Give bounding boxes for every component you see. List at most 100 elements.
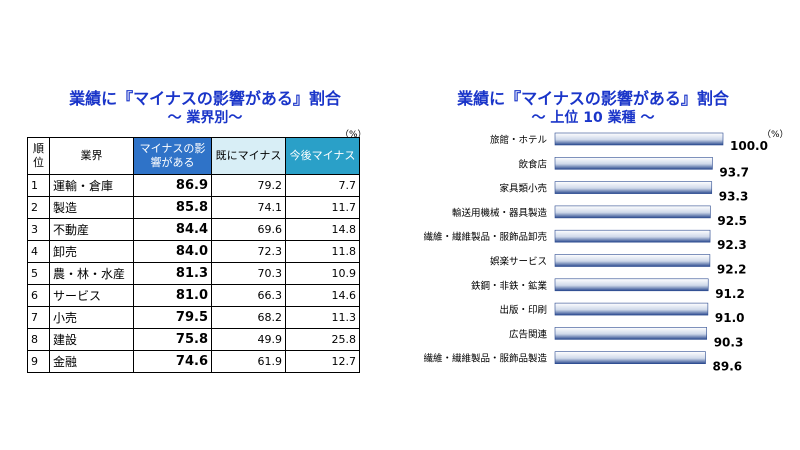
value-label: 89.6 bbox=[713, 360, 743, 374]
bar bbox=[554, 327, 708, 340]
chart-title: 業績に『マイナスの影響がある』割合 ～ 上位 10 業種 ～ bbox=[428, 89, 758, 127]
header-already: 既にマイナス bbox=[211, 137, 286, 175]
table-header-row: 順位 業界 マイナスの影響がある 既にマイナス 今後マイナス bbox=[27, 137, 360, 175]
header-industry: 業界 bbox=[49, 137, 134, 175]
impact-cell: 85.8 bbox=[133, 196, 212, 219]
future-cell: 10.9 bbox=[285, 262, 360, 285]
rank-cell: 5 bbox=[27, 262, 50, 285]
impact-cell: 84.4 bbox=[133, 218, 212, 241]
category-label: 家具類小売 bbox=[499, 183, 547, 195]
rank-cell: 7 bbox=[27, 306, 50, 329]
rank-cell: 2 bbox=[27, 196, 50, 219]
bars-group: 旅館・ホテル 100.0 飲食店 93.7 家具類小売 93.3 輸送用機械・器具製造 92.… bbox=[423, 132, 768, 374]
bar bbox=[554, 181, 713, 194]
value-label: 91.0 bbox=[715, 311, 745, 325]
already-cell: 49.9 bbox=[211, 328, 286, 351]
industry-cell: 製造 bbox=[49, 196, 134, 219]
future-cell: 7.7 bbox=[285, 174, 360, 197]
future-cell: 11.3 bbox=[285, 306, 360, 329]
table-row: 7 小売 79.5 68.2 11.3 bbox=[27, 306, 360, 329]
rank-cell: 9 bbox=[27, 350, 50, 373]
impact-cell: 86.9 bbox=[133, 174, 212, 197]
bar bbox=[554, 302, 709, 316]
chart-unit-label: （%） bbox=[762, 130, 789, 140]
table-row: 2 製造 85.8 74.1 11.7 bbox=[27, 196, 360, 219]
future-cell: 11.8 bbox=[285, 240, 360, 263]
rank-cell: 1 bbox=[27, 174, 50, 197]
impact-cell: 75.8 bbox=[133, 328, 212, 351]
value-label: 93.3 bbox=[719, 190, 749, 204]
value-label: 100.0 bbox=[730, 139, 768, 153]
table-title-line2: ～ 業界別～ bbox=[167, 110, 243, 126]
value-label: 93.7 bbox=[719, 165, 749, 179]
table-unit-label: （%） bbox=[340, 130, 367, 140]
table-body: 1 運輸・倉庫 86.9 79.2 7.7 2 製造 85.8 74.1 11.7 3 不動産 84.4… bbox=[27, 174, 360, 373]
table-row: 4 卸売 84.0 72.3 11.8 bbox=[27, 240, 360, 263]
already-cell: 69.6 bbox=[211, 218, 286, 241]
industry-cell: 小売 bbox=[49, 306, 134, 329]
already-cell: 70.3 bbox=[211, 262, 286, 285]
already-cell: 68.2 bbox=[211, 306, 286, 329]
already-cell: 74.1 bbox=[211, 196, 286, 219]
already-cell: 66.3 bbox=[211, 284, 286, 307]
table-row: 6 サービス 81.0 66.3 14.6 bbox=[27, 284, 360, 307]
future-cell: 14.8 bbox=[285, 218, 360, 241]
impact-cell: 79.5 bbox=[133, 306, 212, 329]
future-cell: 12.7 bbox=[285, 350, 360, 373]
top-industries-bar-chart: 旅館・ホテル 100.0 飲食店 93.7 家具類小売 93.3 輸送用機械・器具製造 92.… bbox=[423, 132, 768, 374]
table-row: 9 金融 74.6 61.9 12.7 bbox=[27, 350, 360, 373]
industry-cell: サービス bbox=[49, 284, 134, 307]
value-label: 90.3 bbox=[714, 335, 744, 349]
impact-cell: 84.0 bbox=[133, 240, 212, 263]
category-label: 娯楽サービス bbox=[490, 256, 547, 268]
impact-cell: 81.3 bbox=[133, 262, 212, 285]
future-cell: 25.8 bbox=[285, 328, 360, 351]
category-label: 繊維・繊維製品・服飾品卸売 bbox=[423, 231, 547, 243]
table-row: 1 運輸・倉庫 86.9 79.2 7.7 bbox=[27, 174, 360, 197]
table-row: 8 建設 75.8 49.9 25.8 bbox=[27, 328, 360, 351]
value-label: 92.2 bbox=[717, 263, 747, 277]
chart-title-line1: 業績に『マイナスの影響がある』割合 bbox=[457, 89, 729, 108]
header-future: 今後マイナス bbox=[285, 137, 360, 175]
industry-cell: 建設 bbox=[49, 328, 134, 351]
header-impact: マイナスの影響がある bbox=[133, 137, 212, 175]
table-title-line1: 業績に『マイナスの影響がある』割合 bbox=[69, 89, 341, 108]
category-label: 繊維・繊維製品・服飾品製造 bbox=[423, 353, 547, 365]
category-label: 広告関連 bbox=[509, 328, 548, 340]
already-cell: 72.3 bbox=[211, 240, 286, 263]
industry-cell: 卸売 bbox=[49, 240, 134, 263]
bar bbox=[554, 351, 706, 364]
impact-cell: 74.6 bbox=[133, 350, 212, 373]
industry-cell: 運輸・倉庫 bbox=[49, 174, 134, 197]
industry-cell: 不動産 bbox=[49, 218, 134, 241]
category-label: 旅館・ホテル bbox=[490, 134, 548, 146]
category-label: 出版・印刷 bbox=[499, 304, 547, 316]
rank-cell: 8 bbox=[27, 328, 50, 351]
value-label: 91.2 bbox=[715, 287, 745, 301]
industry-cell: 農・林・水産 bbox=[49, 262, 134, 285]
future-cell: 11.7 bbox=[285, 196, 360, 219]
rank-cell: 4 bbox=[27, 240, 50, 263]
value-label: 92.3 bbox=[717, 238, 747, 252]
impact-cell: 81.0 bbox=[133, 284, 212, 307]
industry-ranking-table: 順位 業界 マイナスの影響がある 既にマイナス 今後マイナス 1 運輸・倉庫 86.… bbox=[27, 137, 360, 373]
rank-cell: 6 bbox=[27, 284, 50, 307]
already-cell: 79.2 bbox=[211, 174, 286, 197]
bar bbox=[554, 254, 711, 267]
bar bbox=[554, 229, 711, 243]
bar bbox=[554, 205, 711, 219]
rank-cell: 3 bbox=[27, 218, 50, 241]
category-label: 飲食店 bbox=[518, 158, 547, 170]
table-title: 業績に『マイナスの影響がある』割合 ～ 業界別～ bbox=[40, 89, 370, 127]
bar bbox=[554, 278, 709, 292]
industry-cell: 金融 bbox=[49, 350, 134, 373]
future-cell: 14.6 bbox=[285, 284, 360, 307]
already-cell: 61.9 bbox=[211, 350, 286, 373]
table-row: 3 不動産 84.4 69.6 14.8 bbox=[27, 218, 360, 241]
bar bbox=[554, 132, 724, 146]
value-label: 92.5 bbox=[717, 214, 747, 228]
bar bbox=[554, 156, 713, 170]
category-label: 輸送用機械・器具製造 bbox=[452, 207, 548, 219]
category-label: 鉄鋼・非鉄・鉱業 bbox=[471, 280, 548, 292]
chart-title-line2: ～ 上位 10 業種 ～ bbox=[531, 110, 655, 126]
